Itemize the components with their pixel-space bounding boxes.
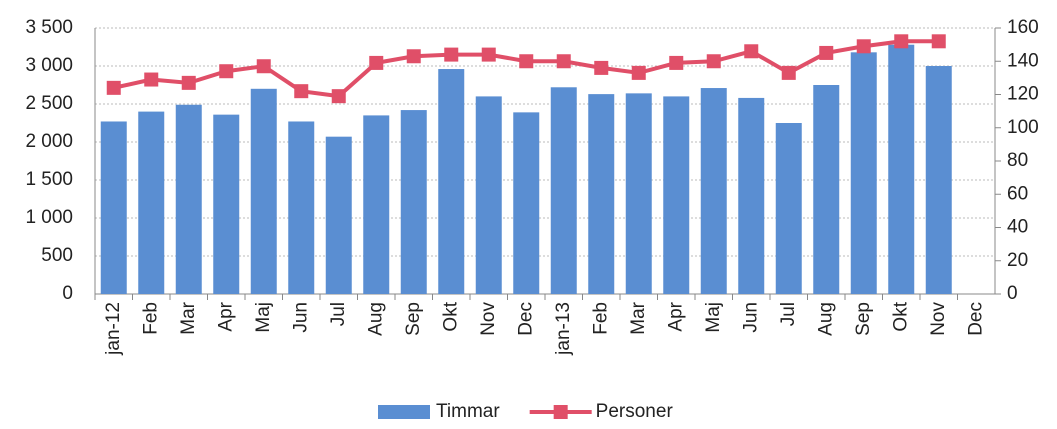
bar [700,88,727,294]
x-tick-label: Jul [328,302,349,326]
marker [106,80,121,95]
x-tick-label: Mar [178,301,199,334]
bar [325,136,352,294]
legend-marker [553,405,568,419]
x-tick-label: Sep [403,302,424,336]
legend-label: Personer [596,401,674,422]
bar [513,112,540,294]
y-tick-label: 0 [62,283,73,304]
bar [588,94,615,295]
marker [181,75,196,90]
marker [856,39,871,54]
marker [744,44,759,59]
x-tick-label: Maj [253,302,274,333]
x-tick-label: Dec [965,302,986,336]
bar [775,123,802,294]
marker [481,47,496,62]
y-tick-label: 500 [41,245,73,266]
x-tick-label: Mar [628,301,649,334]
marker [369,55,384,70]
legend-swatch [378,405,430,419]
marker [331,89,346,104]
bar [213,114,240,294]
marker [519,54,534,69]
x-tick-label: Apr [665,301,686,331]
y-tick-label: 3 500 [25,17,73,38]
legend-label: Timmar [436,401,500,422]
x-tick-label: jan-12 [103,302,124,356]
bar [663,96,690,295]
marker [631,65,646,80]
bar [400,110,427,294]
y2-tick-label: 120 [1007,84,1039,105]
bar [850,52,877,294]
y2-tick-label: 20 [1007,250,1028,271]
y2-tick-label: 40 [1007,217,1028,238]
bar [550,87,577,294]
marker [894,34,909,49]
bar [625,93,652,294]
marker [294,84,309,99]
x-tick-label: Sep [853,302,874,336]
x-tick-label: Nov [928,302,949,336]
marker [256,59,271,74]
marker [556,54,571,69]
bar [250,88,277,294]
marker [444,47,459,62]
y-tick-label: 2 000 [25,131,73,152]
bar [438,69,465,294]
marker [406,49,421,64]
x-tick-label: Feb [140,302,161,335]
x-tick-label: Dec [515,302,536,336]
x-tick-label: Jun [740,302,761,333]
bar [138,111,165,294]
y2-tick-label: 60 [1007,183,1028,204]
x-tick-label: jan-13 [553,302,574,356]
bar [738,97,765,294]
y-tick-label: 1 500 [25,169,73,190]
x-tick-label: Jul [778,302,799,326]
bar [813,85,840,294]
bar [888,44,915,294]
marker [144,72,159,87]
marker [819,45,834,60]
x-tick-label: Jun [290,302,311,333]
y2-tick-label: 0 [1007,283,1018,304]
marker [931,34,946,49]
x-tick-label: Aug [815,302,836,336]
marker [706,54,721,69]
y2-tick-label: 160 [1007,17,1039,38]
bar [475,96,502,295]
y2-tick-label: 80 [1007,150,1028,171]
marker [669,55,684,70]
marker [594,60,609,75]
bar [288,121,315,294]
bar [363,115,390,295]
x-tick-label: Okt [440,301,461,331]
y-tick-label: 2 500 [25,93,73,114]
x-tick-label: Maj [703,302,724,333]
marker [219,64,234,79]
y2-tick-label: 140 [1007,50,1039,71]
bar [175,104,202,294]
bar [100,121,127,294]
x-tick-label: Nov [478,302,499,336]
x-tick-label: Aug [365,302,386,336]
y-tick-label: 1 000 [25,207,73,228]
x-tick-label: Feb [590,302,611,335]
marker [781,65,796,80]
y-tick-label: 3 000 [25,55,73,76]
x-tick-label: Okt [890,301,911,331]
bar [925,66,952,294]
y2-tick-label: 100 [1007,117,1039,138]
x-tick-label: Apr [215,301,236,331]
